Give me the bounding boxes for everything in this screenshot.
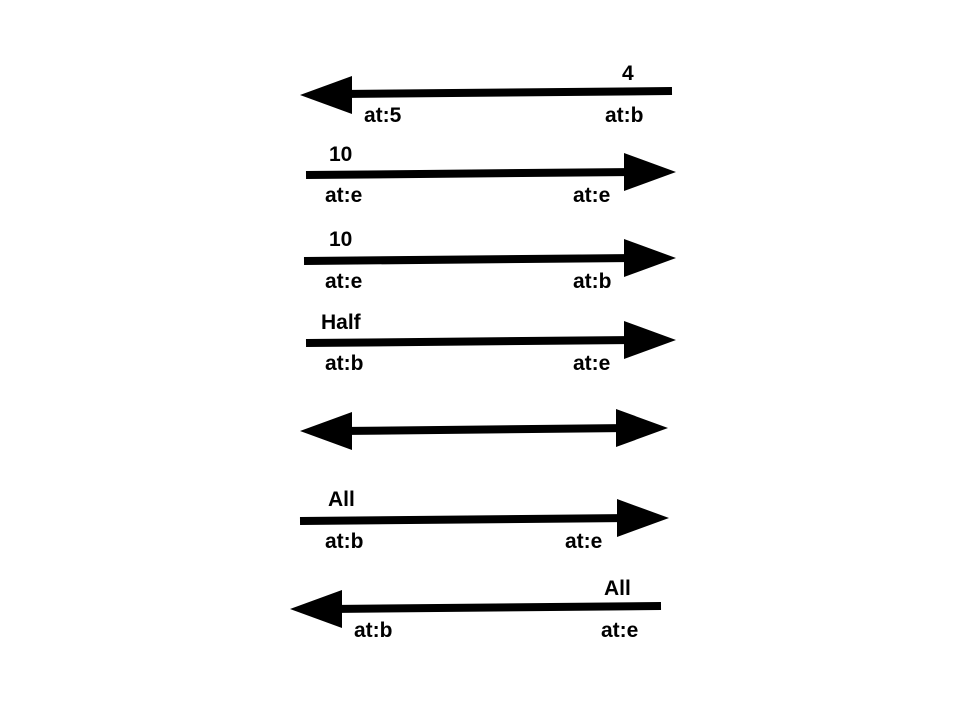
arrow-3-shaft (303, 254, 641, 265)
arrow-1-end-label: at:b (605, 104, 644, 127)
arrow-5 (300, 409, 668, 450)
arrow-1-shaft (339, 87, 673, 98)
arrow-6-start-label: at:b (325, 530, 364, 553)
arrow-4: Half at:b at:e (305, 311, 676, 375)
arrow-2: 10 at:e at:e (305, 143, 676, 207)
arrow-7: All at:b at:e (290, 577, 662, 642)
arrow-6: All at:b at:e (299, 488, 669, 553)
arrow-7-start-label: at:b (354, 619, 393, 642)
arrow-2-head-right (624, 153, 676, 191)
arrow-1: 4 at:5 at:b (300, 62, 673, 127)
arrow-5-shaft (339, 424, 631, 435)
arrow-3-head-right (624, 239, 676, 277)
arrow-3: 10 at:e at:b (303, 228, 676, 293)
arrow-2-end-label: at:e (573, 184, 610, 207)
arrow-2-shaft (305, 168, 641, 179)
arrow-3-start-label: at:e (325, 270, 362, 293)
arrow-4-amount-label: Half (321, 311, 362, 334)
arrow-5-head-right (616, 409, 668, 447)
arrow-7-head-left (290, 590, 342, 628)
arrow-2-amount-label: 10 (329, 143, 352, 166)
arrow-3-amount-label: 10 (329, 228, 352, 251)
arrow-6-end-label: at:e (565, 530, 602, 553)
arrow-1-start-label: at:5 (364, 104, 402, 127)
arrow-2-start-label: at:e (325, 184, 362, 207)
arrow-6-head-right (617, 499, 669, 537)
arrow-3-end-label: at:b (573, 270, 612, 293)
arrow-6-amount-label: All (328, 488, 355, 511)
arrow-7-amount-label: All (604, 577, 631, 600)
arrow-1-amount-label: 4 (622, 62, 634, 85)
arrow-1-head-left (300, 76, 352, 114)
arrow-4-shaft (305, 336, 641, 347)
arrow-4-start-label: at:b (325, 352, 364, 375)
arrow-7-end-label: at:e (601, 619, 638, 642)
arrow-4-end-label: at:e (573, 352, 610, 375)
arrow-6-shaft (299, 514, 633, 525)
arrow-5-head-left (300, 412, 352, 450)
arrow-4-head-right (624, 321, 676, 359)
arrow-7-shaft (329, 602, 662, 613)
